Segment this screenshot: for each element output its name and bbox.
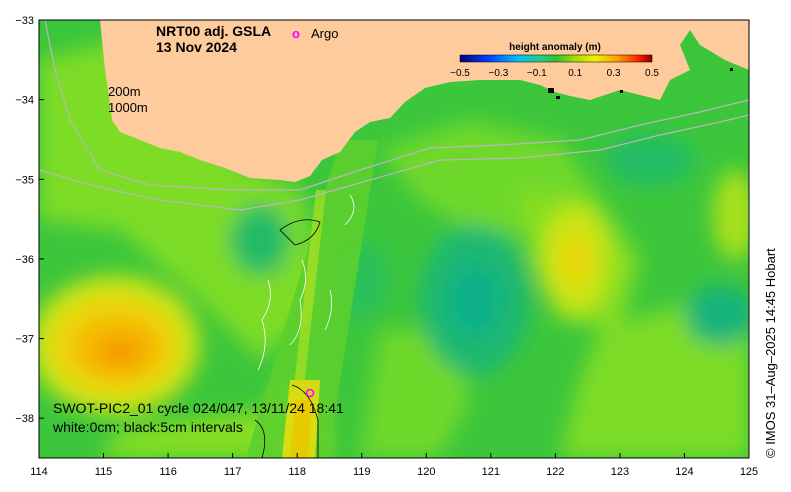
y-tick-label: −37 bbox=[15, 334, 34, 346]
imos-credit: © IMOS 31–Aug–2025 14:45 Hobart bbox=[763, 248, 778, 458]
x-tick-label: 123 bbox=[611, 466, 629, 478]
swot-caption-line2: white:0cm; black:5cm intervals bbox=[52, 419, 243, 435]
x-tick-label: 121 bbox=[482, 466, 500, 478]
colorbar-tick-label: 0.1 bbox=[568, 68, 582, 79]
colorbar-tick-label: −0.5 bbox=[450, 68, 470, 79]
swot-swath bbox=[246, 140, 378, 458]
argo-legend-symbol: o bbox=[292, 26, 300, 41]
plot-frame bbox=[38, 19, 750, 459]
x-tick-label: 118 bbox=[288, 466, 306, 478]
coast-islands bbox=[548, 68, 733, 99]
isobath-label-1000: 1000m bbox=[108, 100, 148, 115]
y-tick-label: −35 bbox=[15, 174, 34, 186]
x-tick-label: 122 bbox=[546, 466, 564, 478]
x-tick-label: 115 bbox=[95, 466, 113, 478]
map-title-line2: 13 Nov 2024 bbox=[156, 39, 237, 55]
y-tick-label: −33 bbox=[15, 15, 34, 27]
swot-contours bbox=[254, 194, 355, 458]
isobath-lines bbox=[39, 20, 749, 211]
isobath-label-200: 200m bbox=[108, 84, 141, 99]
colorbar-tick-label: −0.1 bbox=[527, 68, 547, 79]
x-axis: 114 115 116 117 118 119 120 121 122 123 124 125 bbox=[30, 453, 758, 478]
swot-caption-line1: SWOT-PIC2_01 cycle 024/047, 13/11/24 18:… bbox=[53, 400, 344, 416]
x-tick-label: 125 bbox=[740, 466, 758, 478]
colorbar-tick-label: 0.3 bbox=[607, 68, 621, 79]
x-tick-label: 124 bbox=[675, 466, 693, 478]
x-tick-label: 117 bbox=[224, 466, 242, 478]
colorbar-tick-label: 0.5 bbox=[645, 68, 659, 79]
x-tick-label: 120 bbox=[417, 466, 435, 478]
y-axis: −33 −34 −35 −36 −37 −38 bbox=[15, 15, 44, 425]
argo-legend-label: Argo bbox=[311, 26, 338, 41]
y-tick-label: −38 bbox=[15, 413, 34, 425]
y-tick-label: −36 bbox=[15, 254, 34, 266]
colorbar-ticks: −0.5 −0.3 −0.1 0.1 0.3 0.5 bbox=[450, 68, 659, 79]
argo-float-marker bbox=[305, 388, 315, 398]
x-tick-label: 114 bbox=[30, 466, 48, 478]
colorbar-title: height anomaly (m) bbox=[509, 42, 601, 53]
y-tick-label: −34 bbox=[15, 95, 34, 107]
map-title-line1: NRT00 adj. GSLA bbox=[156, 23, 271, 39]
colorbar bbox=[459, 54, 653, 63]
colorbar-tick-label: −0.3 bbox=[489, 68, 509, 79]
x-tick-label: 116 bbox=[159, 466, 177, 478]
x-tick-label: 119 bbox=[353, 466, 371, 478]
